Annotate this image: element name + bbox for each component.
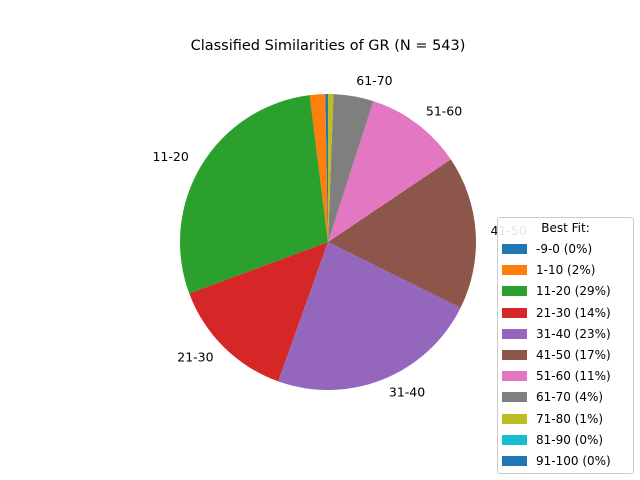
legend-label: 41-50 (17%) [536,348,611,362]
pie-slice-11-20 [179,95,328,294]
legend-swatch [502,244,527,254]
legend-label: 51-60 (11%) [536,369,611,384]
legend-swatch [502,307,527,318]
legend-label: 61-70 (4%) [536,390,604,405]
pie-slice-21-30 [189,242,328,382]
legend-swatch [502,434,527,445]
legend-title: Best Fit: [541,221,590,235]
pie-slices [179,93,476,391]
legend-swatch [502,350,527,360]
slice-label-31-40: 31-40 [389,385,425,400]
pie-slice-41-50 [328,159,476,308]
legend-label: 81-90 (0%) [536,432,604,447]
pie-slice-51-60 [328,101,451,242]
slice-label-61-70: 61-70 [356,73,392,88]
legend-label: -9-0 (0%) [536,242,593,256]
legend-swatch [502,328,527,339]
pie-slice-71-80 [328,93,334,242]
legend-label: 11-20 (29%) [536,284,611,299]
chart-title: Classified Similarities of GR (N = 543) [191,38,466,54]
legend: Best Fit: -9-0 (0%) 1-10 (2%) 11-20 (29%) 2… [497,217,634,474]
slice-label-51-60: 51-60 [426,103,462,118]
legend-label: 1-10 (2%) [536,263,596,278]
pie-slice-9-0 [325,94,328,242]
legend-swatch [502,456,527,466]
legend-swatch [502,286,527,297]
legend-swatch [502,392,527,403]
legend-swatch [502,371,527,382]
slice-label-11-20: 11-20 [152,149,188,164]
pie-slice-31-40 [278,242,461,391]
legend-swatch [502,265,527,276]
pie-slice-1-10 [309,94,328,242]
legend-label: 91-100 (0%) [536,454,611,468]
slice-label-21-30: 21-30 [177,349,213,364]
legend-label: 71-80 (1%) [536,411,604,426]
legend-swatch [502,413,527,424]
legend-label: 31-40 (23%) [536,326,611,341]
legend-label: 21-30 (14%) [536,305,611,320]
pie-slice-61-70 [328,94,374,242]
